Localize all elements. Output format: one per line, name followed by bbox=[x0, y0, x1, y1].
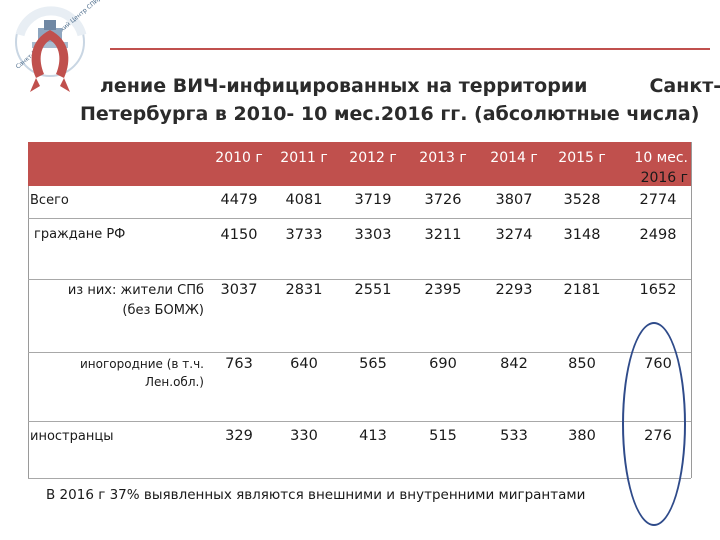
row-divider bbox=[28, 279, 691, 280]
table-cell: 2551 bbox=[354, 282, 392, 298]
col-header-2011: 2011 г bbox=[280, 150, 328, 166]
row-label-citizens: граждане РФ bbox=[34, 227, 126, 242]
table-cell: 3807 bbox=[495, 192, 533, 208]
footnote: В 2016 г 37% выявленных являются внешним… bbox=[46, 487, 586, 503]
highlight-ellipse bbox=[622, 322, 686, 526]
slide-title: ление ВИЧ-инфицированных на территории Са… bbox=[80, 72, 720, 128]
row-label-foreigners: иностранцы bbox=[30, 429, 114, 444]
row-label-total: Всего bbox=[30, 193, 69, 208]
table-cell: 640 bbox=[290, 356, 318, 372]
table-cell: 3719 bbox=[354, 192, 392, 208]
table-cell: 2831 bbox=[285, 282, 323, 298]
data-table bbox=[28, 142, 692, 478]
col-header-2014: 2014 г bbox=[490, 150, 538, 166]
table-header-bar bbox=[28, 142, 691, 186]
table-cell: 4150 bbox=[220, 227, 258, 243]
table-cell: 413 bbox=[359, 428, 387, 444]
table-cell: 2498 bbox=[639, 227, 677, 243]
table-cell: 4479 bbox=[220, 192, 258, 208]
table-cell: 329 bbox=[225, 428, 253, 444]
table-cell: 2181 bbox=[563, 282, 601, 298]
table-cell: 3528 bbox=[563, 192, 601, 208]
table-cell: 3726 bbox=[424, 192, 462, 208]
table-cell: 565 bbox=[359, 356, 387, 372]
row-divider bbox=[28, 218, 691, 219]
top-divider bbox=[110, 48, 710, 50]
row-label-spb-residents: из них: жители СПб bbox=[67, 283, 204, 298]
table-cell: 2293 bbox=[495, 282, 533, 298]
title-line-2: Петербурга в 2010- 10 мес.2016 гг. (абсо… bbox=[80, 103, 700, 125]
table-cell: 1652 bbox=[639, 282, 677, 298]
table-cell: 842 bbox=[500, 356, 528, 372]
table-cell: 330 bbox=[290, 428, 318, 444]
col-header-2013: 2013 г bbox=[419, 150, 467, 166]
row-divider bbox=[28, 352, 691, 353]
aids-ribbon-logo-icon: Санкт-Петербургский Центр СПИД bbox=[15, 0, 104, 92]
table-cell: 380 bbox=[568, 428, 596, 444]
table-cell: 850 bbox=[568, 356, 596, 372]
table-cell: 3733 bbox=[285, 227, 323, 243]
col-header-2012: 2012 г bbox=[349, 150, 397, 166]
table-cell: 515 bbox=[429, 428, 457, 444]
table-cell: 763 bbox=[225, 356, 253, 372]
row-divider bbox=[28, 421, 691, 422]
table-cell: 533 bbox=[500, 428, 528, 444]
table-cell: 3148 bbox=[563, 227, 601, 243]
col-header-2015: 2015 г bbox=[558, 150, 606, 166]
table-cell: 2395 bbox=[424, 282, 462, 298]
row-label-spb-residents-note: (без БОМЖ) bbox=[122, 303, 204, 318]
table-cell: 3303 bbox=[354, 227, 392, 243]
table-cell: 3037 bbox=[220, 282, 258, 298]
table-cell: 3211 bbox=[424, 227, 462, 243]
logo: Санкт-Петербургский Центр СПИД bbox=[0, 0, 110, 110]
col-header-10mes: 10 мес. bbox=[634, 150, 688, 166]
row-divider bbox=[28, 478, 691, 479]
table-cell: 4081 bbox=[285, 192, 323, 208]
table-cell: 2774 bbox=[639, 192, 677, 208]
col-header-2016: 2016 г bbox=[640, 170, 688, 186]
row-label-nonresidents: иногородние (в т.ч. bbox=[79, 357, 204, 371]
table-cell: 690 bbox=[429, 356, 457, 372]
table-cell: 3274 bbox=[495, 227, 533, 243]
title-line-1: ление ВИЧ-инфицированных на территории Са… bbox=[100, 75, 720, 97]
col-header-2010: 2010 г bbox=[215, 150, 263, 166]
row-label-nonresidents-note: Лен.обл.) bbox=[145, 375, 204, 389]
